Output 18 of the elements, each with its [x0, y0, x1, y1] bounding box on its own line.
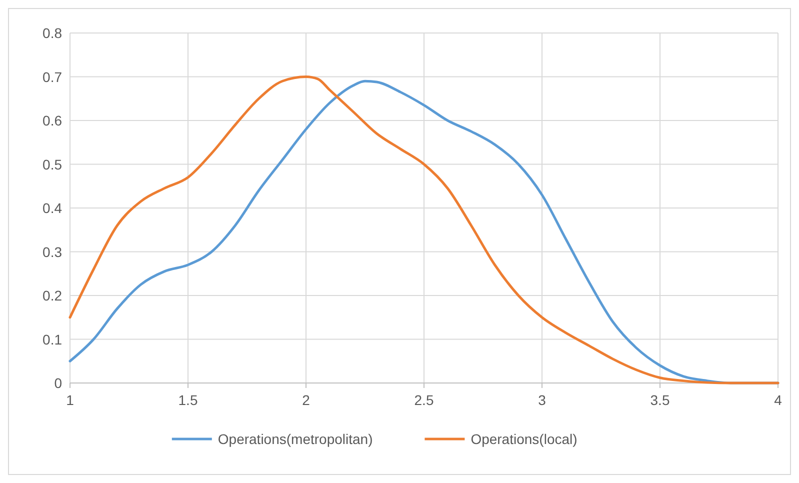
- x-tick-label: 1: [66, 392, 74, 408]
- y-tick-label: 0.2: [42, 288, 62, 304]
- y-tick-label: 0.3: [42, 244, 62, 260]
- x-tick-label: 3.5: [650, 392, 670, 408]
- x-tick-label: 1.5: [178, 392, 198, 408]
- y-tick-label: 0.1: [42, 331, 62, 348]
- y-tick-label: 0: [54, 375, 62, 391]
- x-tick-label: 4: [774, 392, 782, 408]
- x-tick-label: 2.5: [414, 392, 434, 408]
- y-tick-label: 0.6: [42, 112, 62, 128]
- legend-label: Operations(local): [470, 431, 578, 447]
- legend-label: Operations(metropolitan): [218, 431, 373, 447]
- x-tick-label: 2: [302, 392, 310, 408]
- y-tick-label: 0.5: [42, 156, 62, 172]
- y-tick-label: 0.8: [42, 25, 62, 41]
- y-tick-label: 0.4: [42, 200, 62, 216]
- y-tick-label: 0.7: [42, 68, 62, 85]
- x-tick-label: 3: [538, 392, 546, 408]
